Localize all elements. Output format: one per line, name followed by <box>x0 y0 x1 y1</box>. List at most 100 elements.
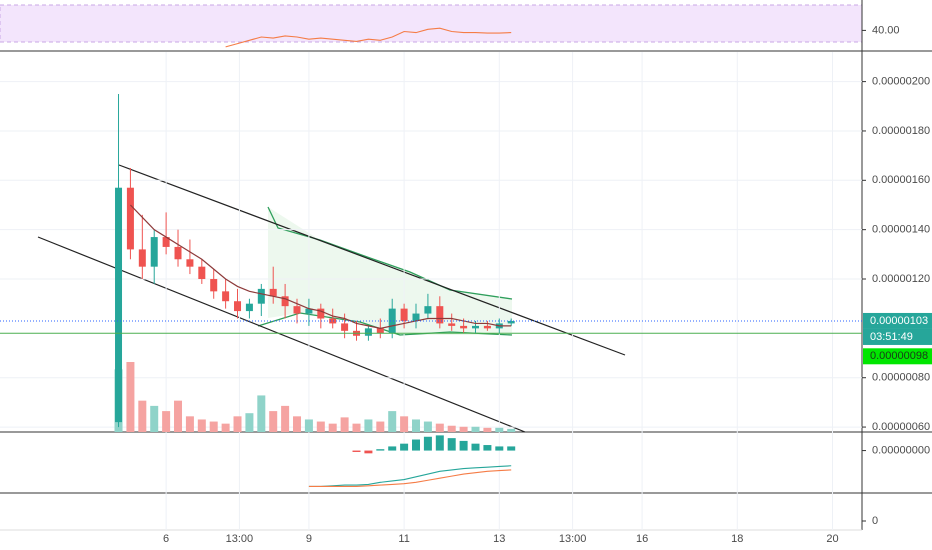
volume-bar <box>423 421 432 432</box>
x-tick-label: 18 <box>731 533 743 545</box>
candle-body <box>341 323 349 331</box>
volume-bar <box>269 411 278 432</box>
candle-body <box>436 306 444 324</box>
band-fill <box>268 207 512 335</box>
countdown-label: 03:51:49 <box>870 331 913 343</box>
x-tick-label: 13:00 <box>559 533 587 545</box>
candle-body <box>364 328 372 336</box>
macd-histogram-bar <box>400 443 409 451</box>
level-badge <box>863 348 932 365</box>
volume-bar <box>495 427 504 432</box>
y-tick-label: 0.00000160 <box>872 174 930 186</box>
moving-average <box>129 204 512 329</box>
volume-bar <box>126 362 135 432</box>
x-tick-label: 16 <box>636 533 648 545</box>
rsi-tick-label: 40.00 <box>872 24 900 36</box>
candle-body <box>305 308 313 314</box>
x-tick-label: 13 <box>493 533 505 545</box>
candle-body <box>376 328 384 334</box>
volume-bar <box>328 423 337 432</box>
macd-histogram-bar <box>483 445 492 451</box>
candle-body <box>400 308 408 321</box>
channel-line <box>118 164 626 356</box>
candle-body <box>138 249 146 267</box>
candle-body <box>174 246 182 260</box>
volume-bar <box>138 400 147 432</box>
candle-body <box>281 296 289 307</box>
y-tick-label: 0.00000140 <box>872 224 930 236</box>
volume-bar <box>174 400 183 432</box>
macd-histogram-bar <box>495 446 504 451</box>
volume-bar <box>245 413 254 432</box>
candle-body <box>293 306 301 314</box>
candle-body <box>245 303 253 312</box>
volume-bar <box>376 421 385 432</box>
candle-body <box>126 187 134 250</box>
macd-histogram-bar <box>423 436 432 451</box>
volume-bar <box>412 419 421 432</box>
volume-bar <box>483 427 492 432</box>
volume-bar <box>162 411 171 432</box>
candle-body <box>317 308 325 319</box>
volume-bar <box>364 419 373 432</box>
countdown-badge <box>863 328 932 345</box>
macd-histogram-bar <box>435 435 444 451</box>
y-tick-label: 0.00000120 <box>872 273 930 285</box>
candle-body <box>186 259 194 267</box>
candle-body <box>460 325 468 329</box>
candle-body <box>198 266 206 280</box>
candle-body <box>412 313 420 321</box>
volume-bar <box>185 416 194 432</box>
y-tick-label: 0.00000060 <box>872 421 930 433</box>
candle-body <box>329 318 337 324</box>
macd-tick-label: 0.00000000 <box>872 444 930 456</box>
volume-bar <box>352 423 361 432</box>
rsi-band <box>0 4 863 43</box>
candle-body <box>448 323 456 326</box>
candle-body <box>115 187 123 423</box>
candle-body <box>483 325 491 329</box>
macd-histogram-bar <box>471 443 480 451</box>
candle-body <box>210 279 218 292</box>
osc-tick-label: 0 <box>872 515 878 527</box>
band-upper <box>267 206 513 300</box>
macd-histogram-bar <box>412 439 421 451</box>
volume-bar <box>221 423 230 432</box>
candle-body <box>388 308 396 334</box>
candle-body <box>472 325 480 329</box>
signal-line <box>308 469 512 488</box>
macd-histogram-bar <box>447 438 456 451</box>
x-tick-label: 20 <box>826 533 838 545</box>
last-price-label: 0.00000103 <box>870 315 928 327</box>
volume-bar <box>233 416 242 432</box>
candle-body <box>257 288 265 304</box>
volume-bar <box>316 421 325 432</box>
y-tick-label: 0.00000180 <box>872 125 930 137</box>
volume-bar <box>471 426 480 432</box>
x-tick-label: 9 <box>306 533 312 545</box>
volume-bar <box>459 426 468 432</box>
macd-histogram-bar <box>352 450 361 452</box>
volume-bar <box>447 425 456 432</box>
macd-histogram-bar <box>364 450 373 454</box>
volume-bar <box>388 411 397 432</box>
x-tick-label: 13:00 <box>226 533 254 545</box>
level-label: 0.00000098 <box>870 350 928 362</box>
y-tick-label: 0.00000200 <box>872 76 930 88</box>
volume-bar <box>281 405 290 432</box>
volume-bar <box>257 395 266 432</box>
volume-bar <box>400 416 409 432</box>
macd-histogram-bar <box>376 449 385 451</box>
macd-histogram-bar <box>507 446 516 451</box>
y-tick-label: 0.00000080 <box>872 372 930 384</box>
volume-bar <box>340 417 349 432</box>
volume-bar <box>197 419 206 432</box>
macd-histogram-bar <box>388 446 397 451</box>
x-tick-label: 6 <box>163 533 169 545</box>
volume-bar <box>304 419 313 432</box>
candle-body <box>269 288 277 297</box>
x-tick-label: 11 <box>398 533 409 545</box>
